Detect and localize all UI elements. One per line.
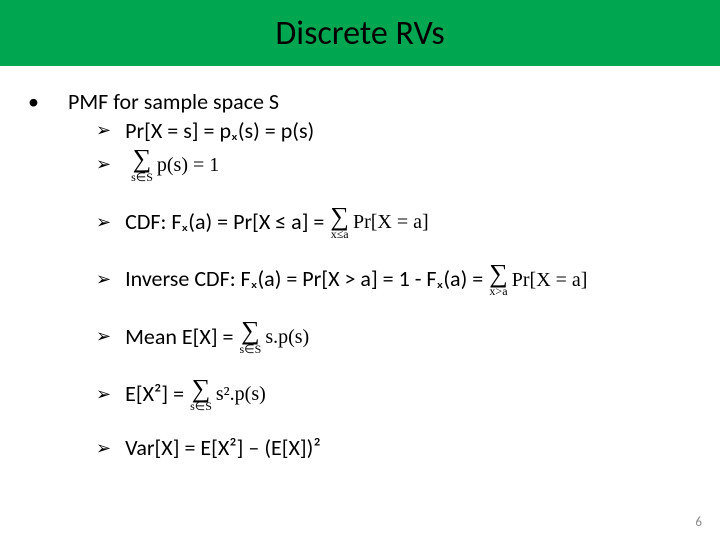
- sub-item-invcdf: ➢ Inverse CDF: Fₓ(a) = Pr[X > a] = 1 - F…: [96, 262, 692, 297]
- sub-item-cdf: ➢ CDF: Fₓ(a) = Pr[X ≤ a] = ∑ x≤a Pr[X = …: [96, 205, 692, 240]
- slide-title: Discrete RVs: [275, 13, 444, 54]
- sigma-under: x>a: [489, 285, 507, 297]
- sigma-block: ∑ s∈S: [131, 147, 153, 182]
- sigma-under: s∈S: [131, 171, 153, 183]
- sub-item-var: ➢ Var[X] = E[X²] – (E[X])²: [96, 434, 692, 463]
- sub-item-sum1: ➢ ∑ s∈S p(s) = 1: [96, 147, 692, 182]
- invcdf-body: Pr[X = a]: [512, 267, 588, 293]
- sigma-block: ∑ x>a: [489, 262, 508, 297]
- arrow-icon: ➢: [96, 153, 111, 176]
- main-bullet-row: • PMF for sample space S: [28, 88, 692, 117]
- sub-item-mean: ➢ Mean E[X] = ∑ s∈S s.p(s): [96, 319, 692, 354]
- sigma-block: ∑ s∈S: [190, 377, 212, 412]
- title-bar: Discrete RVs: [0, 0, 720, 66]
- cdf-body: Pr[X = a]: [353, 209, 429, 235]
- var-text: Var[X] = E[X²] – (E[X])²: [125, 434, 321, 463]
- page-number: 6: [695, 515, 702, 530]
- ex2-label: E[X²] =: [125, 380, 184, 409]
- sum1-body: p(s) = 1: [157, 152, 219, 178]
- content-area: • PMF for sample space S ➢ Pr[X = s] = p…: [0, 66, 720, 463]
- arrow-icon: ➢: [96, 325, 111, 348]
- arrow-icon: ➢: [96, 437, 111, 460]
- arrow-icon: ➢: [96, 383, 111, 406]
- mean-body: s.p(s): [265, 324, 309, 350]
- cdf-label: CDF: Fₓ(a) = Pr[X ≤ a] =: [125, 208, 324, 237]
- sigma-under: x≤a: [331, 228, 349, 240]
- pmf-text: Pr[X = s] = pₓ(s) = p(s): [125, 117, 314, 146]
- ex2-body: s².p(s): [216, 381, 266, 407]
- sigma-under: s∈S: [240, 343, 262, 355]
- sub-item-pmf: ➢ Pr[X = s] = pₓ(s) = p(s): [96, 117, 692, 146]
- arrow-icon: ➢: [96, 268, 111, 291]
- arrow-icon: ➢: [96, 211, 111, 234]
- sigma-block: ∑ x≤a: [330, 205, 349, 240]
- sub-list: ➢ Pr[X = s] = pₓ(s) = p(s) ➢ ∑ s∈S p(s) …: [96, 117, 692, 463]
- arrow-icon: ➢: [96, 119, 111, 142]
- sub-item-ex2: ➢ E[X²] = ∑ s∈S s².p(s): [96, 377, 692, 412]
- main-bullet-text: PMF for sample space S: [68, 88, 279, 117]
- bullet-dot: •: [28, 88, 68, 117]
- sigma-under: s∈S: [190, 400, 212, 412]
- invcdf-label: Inverse CDF: Fₓ(a) = Pr[X > a] = 1 - Fₓ(…: [125, 265, 483, 294]
- sigma-block: ∑ s∈S: [240, 319, 262, 354]
- mean-label: Mean E[X] =: [125, 323, 233, 352]
